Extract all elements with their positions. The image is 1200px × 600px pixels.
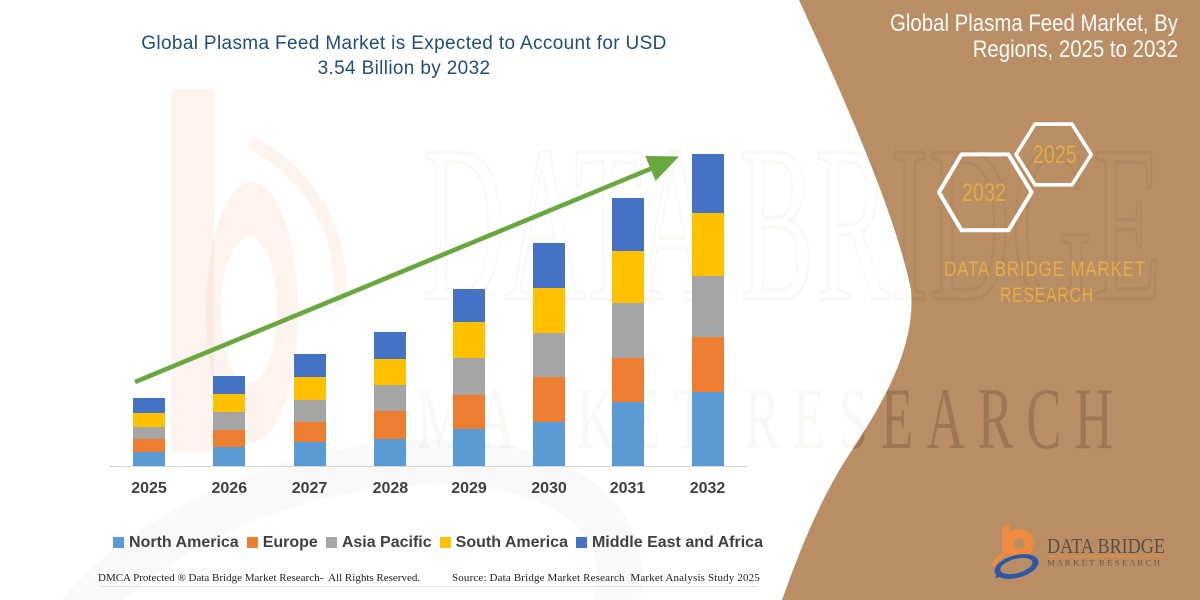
svg-text:RESEARCH: RESEARCH: [1000, 284, 1094, 307]
svg-text:2025: 2025: [1033, 141, 1077, 169]
svg-text:DATA BRIDGE: DATA BRIDGE: [1047, 534, 1165, 558]
svg-text:DATA BRIDGE MARKET: DATA BRIDGE MARKET: [944, 258, 1146, 281]
svg-text:2032: 2032: [962, 179, 1006, 207]
svg-text:M A R K E T R E S E A R C H: M A R K E T R E S E A R C H: [1047, 559, 1160, 568]
